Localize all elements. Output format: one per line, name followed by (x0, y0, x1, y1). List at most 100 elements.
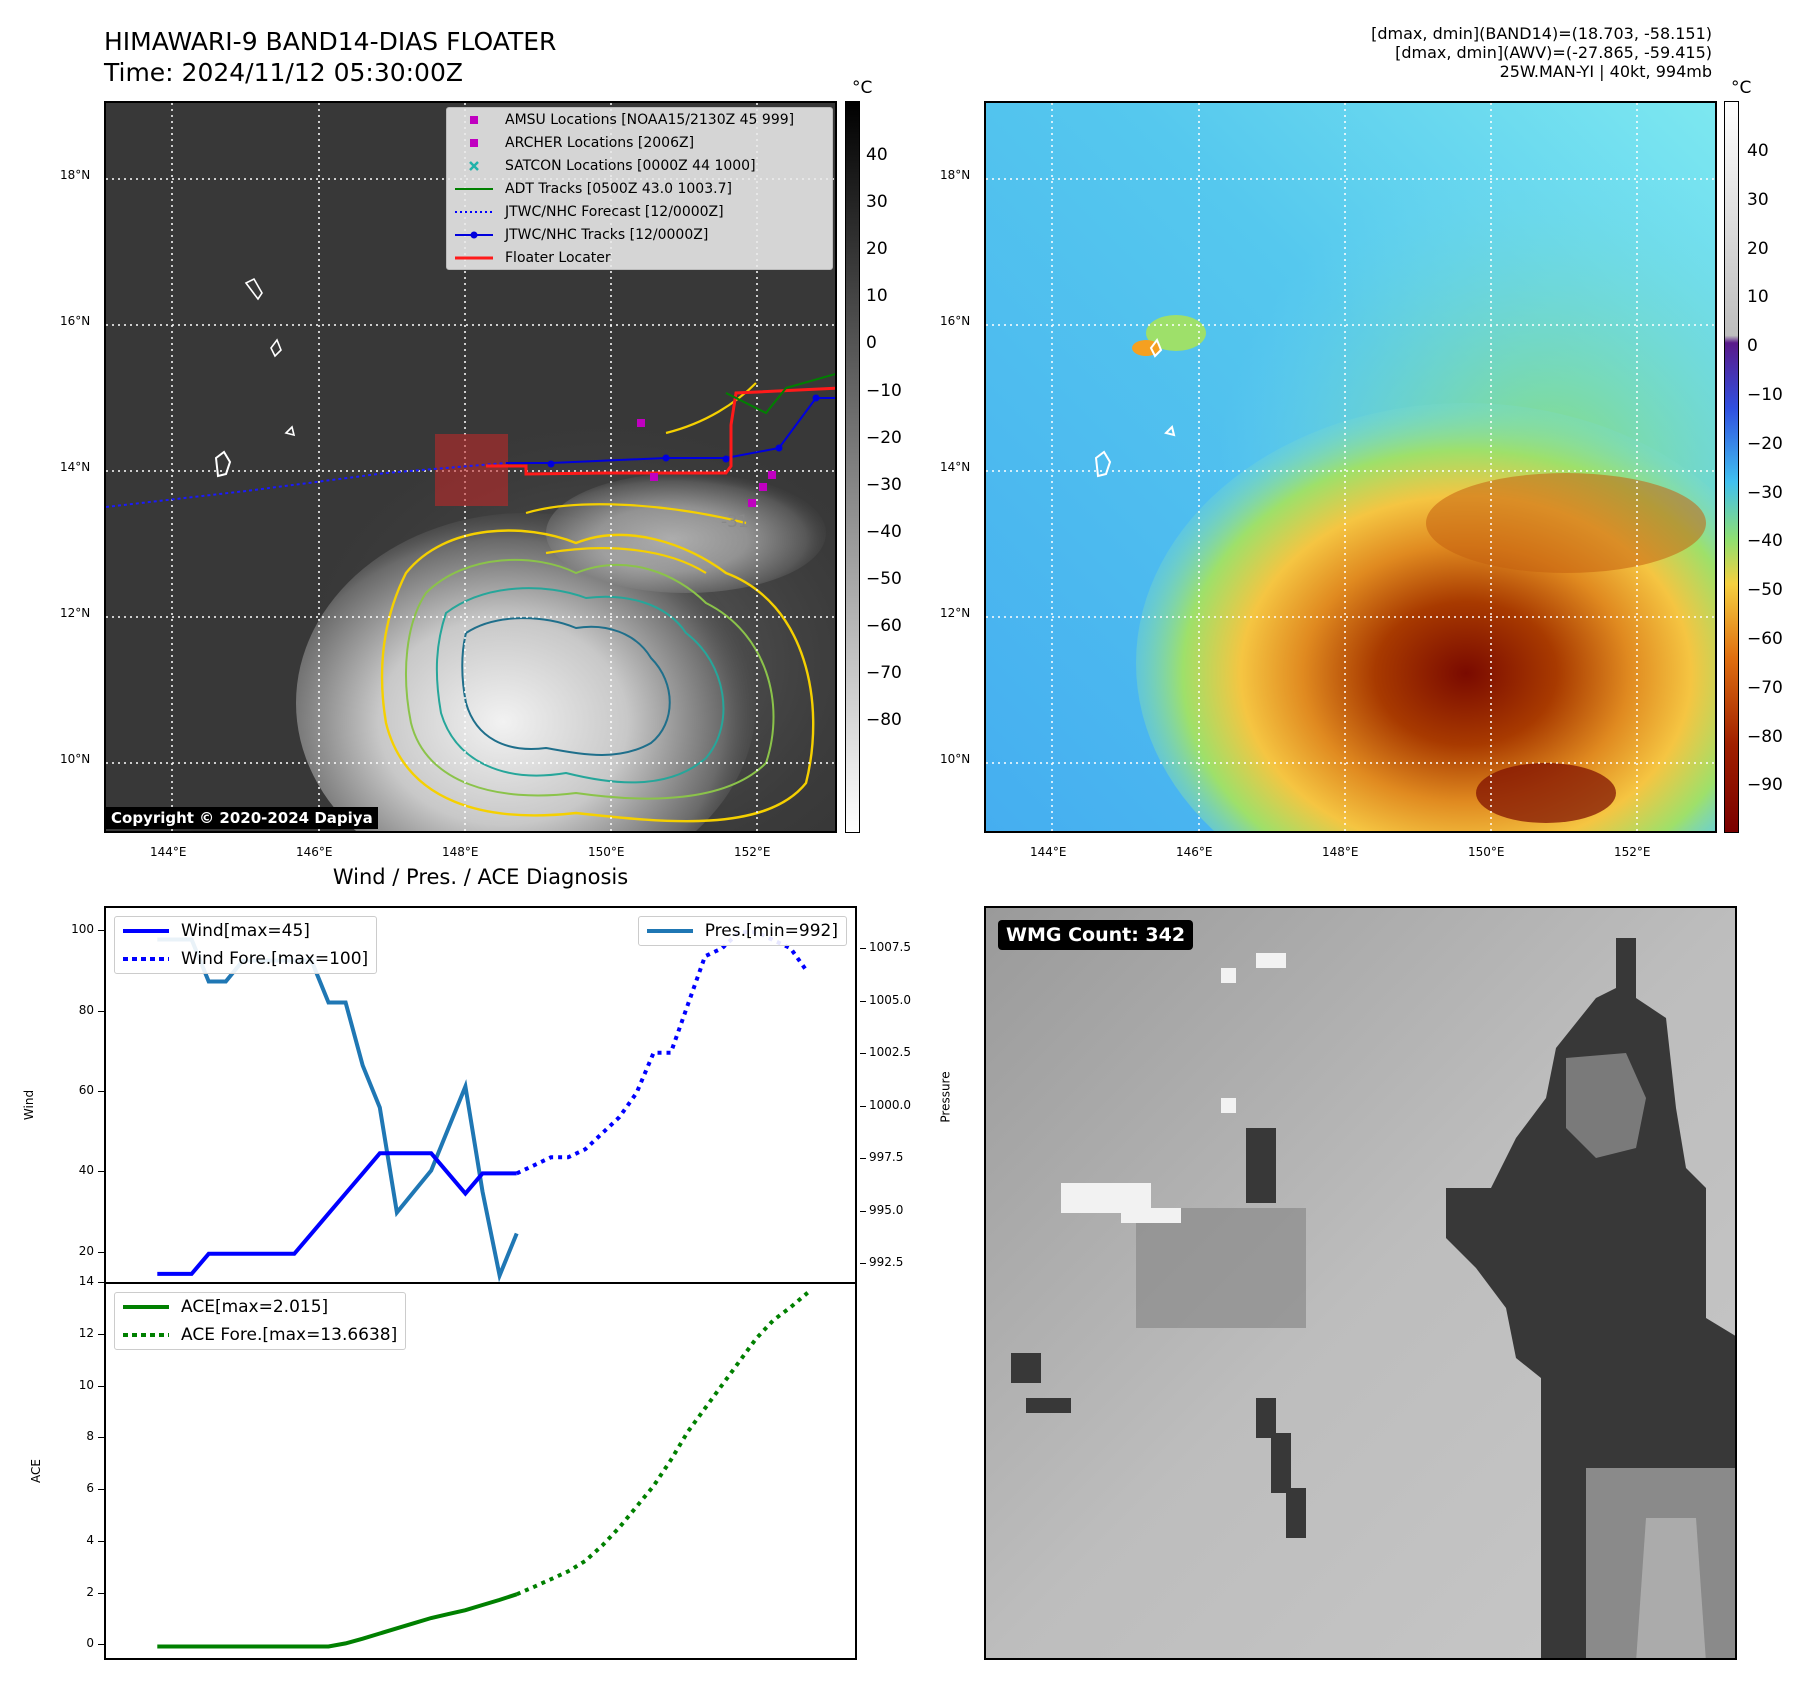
pressure-axis-tick-mark (860, 1105, 866, 1107)
legend-symbol-tracks (453, 228, 495, 242)
lat-tick-12-left: 12°N (60, 606, 91, 620)
lat-tick-18-left: 18°N (60, 168, 91, 182)
lat-tick-16-left: 16°N (60, 314, 91, 328)
colorbar-left-tick: 0 (866, 333, 877, 354)
band14-map-graphic: -31 (106, 103, 835, 831)
awv-map-graphic (986, 103, 1715, 831)
lon-tick-148-right: 148°E (1322, 845, 1359, 859)
wmg-dark-patch (1136, 1208, 1306, 1328)
legend-label-amsu: AMSU Locations [NOAA15/2130Z 45 999] (505, 111, 795, 128)
ace-axis-tick-mark (98, 1385, 104, 1387)
colorbar-right-tick: 20 (1747, 238, 1769, 259)
lon-tick-144-left: 144°E (150, 845, 187, 859)
ace-axis-tick-mark (98, 1333, 104, 1335)
contour-band (525, 382, 757, 574)
ace-panel: ACE[max=2.015] ACE Fore.[max=13.6638] (104, 1282, 857, 1660)
ace-axis-tick-mark (98, 1644, 104, 1646)
ace-axis-tick: 14 (78, 1274, 94, 1288)
wind-axis-tick-mark (98, 1251, 104, 1253)
legend-symbol-ace-forecast (123, 1333, 169, 1337)
copyright-label: Copyright © 2020-2024 Dapiya (106, 807, 378, 829)
lon-tick-144-right: 144°E (1030, 845, 1067, 859)
legend-label-tracks: JTWC/NHC Tracks [12/0000Z] (505, 226, 709, 243)
colorbar-left-tick: −40 (866, 521, 902, 542)
pressure-axis-tick: 1000.0 (869, 1097, 911, 1112)
legend-label-wind-forecast: Wind Fore.[max=100] (181, 949, 369, 969)
pressure-axis-tick-mark (860, 1053, 866, 1054)
legend-symbol-wind-forecast (123, 957, 169, 961)
contour-blue (461, 617, 671, 756)
pressure-axis-tick-mark (860, 1210, 866, 1212)
lon-tick-146-left: 146°E (296, 845, 333, 859)
wind-axis-tick-mark (98, 1090, 104, 1092)
ace-plot (157, 1291, 809, 1649)
lat-tick-14-left: 14°N (60, 460, 91, 474)
awv-gridlines (986, 103, 1715, 831)
legend-symbol-forecast (453, 205, 495, 219)
legend-item-floater: Floater Locater (447, 246, 832, 269)
wind-axis-tick: 100 (71, 922, 94, 937)
lon-tick-150-right: 150°E (1468, 845, 1505, 859)
pressure-axis-tick: 1005.0 (869, 992, 911, 1007)
colorbar-left-tick: 20 (866, 239, 888, 260)
colorbar-right-tick: −70 (1747, 677, 1783, 698)
legend-label-adt: ADT Tracks [0500Z 43.0 1003.7] (505, 180, 732, 197)
legend-symbol-wind (123, 929, 169, 933)
legend-symbol-pressure (646, 929, 693, 933)
forecast-track (106, 462, 507, 508)
info-line-2: [dmax, dmin](AWV)=(-27.865, -59.415) (1395, 43, 1712, 62)
info-line-1: [dmax, dmin](BAND14)=(18.703, -58.151) (1371, 24, 1712, 43)
contour-yellow (380, 529, 815, 823)
colorbar-left-tick: 30 (866, 192, 888, 213)
wind-axis-tick: 40 (78, 1163, 94, 1178)
colorbar-left-tick: 40 (866, 145, 888, 165)
legend-label-pressure: Pres.[min=992] (704, 921, 838, 941)
island-marianas (244, 277, 296, 437)
colorbar-right-tick: −90 (1747, 775, 1783, 796)
pressure-axis-tick: 1007.5 (869, 940, 911, 954)
legend-symbol-adt (453, 182, 495, 196)
ace-ylabel: ACE (28, 1459, 43, 1483)
legend-label-satcon: SATCON Locations [0000Z 44 1000] (505, 157, 756, 174)
legend-label-forecast: JTWC/NHC Forecast [12/0000Z] (505, 203, 724, 220)
island-cloud (1146, 315, 1206, 351)
ace-axis-tick: 0 (86, 1636, 94, 1651)
legend-item-tracks: JTWC/NHC Tracks [12/0000Z] (447, 223, 832, 246)
colorbar-right-tick: −30 (1747, 482, 1783, 503)
wind-legend: Wind[max=45] Wind Fore.[max=100] (114, 916, 378, 974)
lon-tick-150-left: 150°E (588, 845, 625, 859)
legend-label-archer: ARCHER Locations [2006Z] (505, 134, 695, 151)
wmg-inner-region (1566, 1053, 1646, 1158)
colorbar-right (1724, 101, 1739, 833)
pressure-axis-tick-mark (860, 948, 866, 949)
legend-item-wind-forecast: Wind Fore.[max=100] (115, 945, 376, 973)
wind-axis-tick: 80 (78, 1002, 94, 1017)
legend-item-pressure: Pres.[min=992] (639, 917, 846, 945)
legend-label-ace: ACE[max=2.015] (181, 1297, 329, 1317)
storm-band (1426, 473, 1706, 573)
floater-locater-line (486, 386, 835, 476)
legend-item-satcon: SATCON Locations [0000Z 44 1000] (447, 154, 832, 177)
colorbar-right-tick: 0 (1747, 336, 1758, 357)
pressure-axis-tick: 995.0 (869, 1202, 904, 1217)
colorbar-left-tick: −30 (866, 474, 902, 495)
legend-item-amsu: AMSU Locations [NOAA15/2130Z 45 999] (447, 108, 832, 131)
pressure-axis-tick-mark (860, 1000, 866, 1002)
colorbar-left-tick: −60 (866, 616, 902, 636)
colorbar-left-unit: °C (852, 78, 873, 98)
ace-axis-tick: 8 (86, 1429, 94, 1444)
colorbar-right-tick: −10 (1747, 385, 1783, 405)
legend-item-adt: ADT Tracks [0500Z 43.0 1003.7] (447, 177, 832, 200)
legend-symbol-floater (453, 251, 495, 265)
ace-axis-tick: 12 (78, 1325, 94, 1340)
ace-line (157, 1592, 518, 1649)
island-guam (214, 450, 232, 478)
chart-title: HIMAWARI-9 BAND14-DIAS FLOATER Time: 202… (104, 26, 556, 88)
legend-symbol-ace (123, 1305, 169, 1309)
ace-legend: ACE[max=2.015] ACE Fore.[max=13.6638] (114, 1292, 407, 1350)
ace-axis-tick-mark (98, 1282, 104, 1283)
ace-forecast-line (515, 1291, 809, 1597)
pressure-axis-tick-mark (860, 1158, 866, 1159)
jtwc-track-points (547, 394, 820, 468)
awv-map-panel (984, 101, 1717, 833)
